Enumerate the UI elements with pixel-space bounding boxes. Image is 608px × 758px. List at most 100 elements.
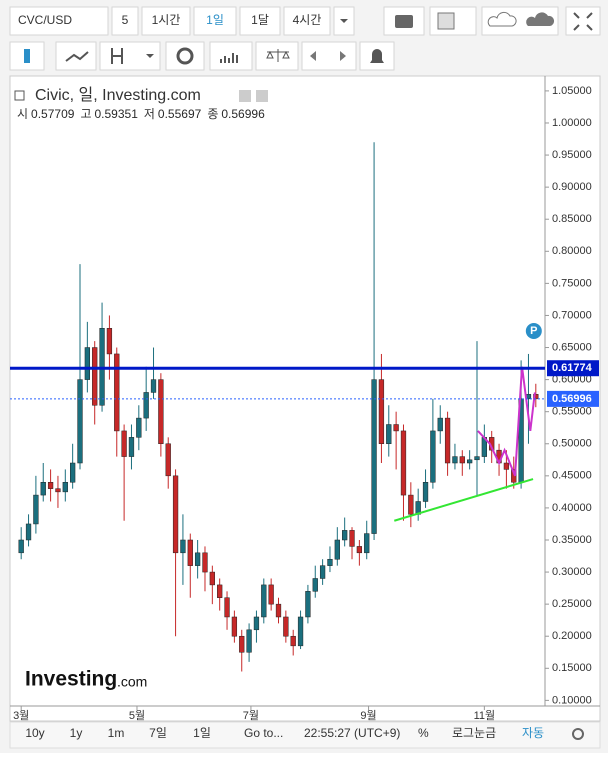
bottom-bar-bg xyxy=(9,721,601,749)
candle-body xyxy=(437,417,443,432)
dropdown-icon xyxy=(146,54,154,58)
volume-button[interactable] xyxy=(209,41,253,71)
interval-button[interactable] xyxy=(239,6,281,36)
candle-body xyxy=(430,430,436,483)
candle-body xyxy=(202,552,208,573)
candle-body xyxy=(290,635,296,647)
ohlc-value: 0.57709 xyxy=(31,107,75,121)
candle-body xyxy=(364,533,370,554)
candle-body xyxy=(194,552,201,566)
cloud-down-icon xyxy=(487,11,517,27)
dropdown-icon xyxy=(340,19,348,23)
collapse-icon[interactable] xyxy=(14,90,25,101)
trend-drawing xyxy=(477,366,536,477)
clock: 22:55:27 (UTC+9) xyxy=(304,726,400,740)
y-tick-label: 0.95000 xyxy=(552,149,592,161)
candle-body xyxy=(444,417,451,464)
candle-body xyxy=(187,539,193,566)
interval-label: 1일 xyxy=(206,13,224,27)
candle-body xyxy=(297,616,304,647)
candle-body xyxy=(84,347,90,380)
candle-body xyxy=(312,578,318,592)
candle-body xyxy=(209,571,215,586)
candle-body xyxy=(165,443,171,477)
candle-body xyxy=(261,584,267,618)
candle-body xyxy=(136,417,142,438)
candle-body xyxy=(452,456,458,464)
candle-body xyxy=(231,616,238,637)
camera-icon xyxy=(395,15,413,28)
plot: 0.10000 0.15000 0.20000 0.25000 0.30000 0.350… xyxy=(10,85,599,722)
ohlc-value: 0.59351 xyxy=(94,107,138,121)
candle-body xyxy=(275,603,282,618)
range-button[interactable]: 1m xyxy=(108,726,125,740)
candle-body xyxy=(121,430,127,457)
candle-body xyxy=(356,546,363,554)
candle-body xyxy=(283,616,289,637)
candle-body xyxy=(511,469,517,483)
candle-body xyxy=(400,430,407,496)
interval-label: 4시간 xyxy=(293,13,322,27)
interval-button[interactable] xyxy=(141,6,191,36)
candle-body xyxy=(503,462,510,470)
candle-body xyxy=(40,482,46,496)
interval-button[interactable] xyxy=(111,6,139,36)
range-button[interactable]: 1y xyxy=(70,726,83,740)
scale-icon xyxy=(266,49,290,62)
ohlc-label: 종 xyxy=(207,107,218,121)
auto-toggle[interactable]: 자동 xyxy=(522,726,544,740)
candle-body xyxy=(467,459,473,464)
ohlc-value: 0.56996 xyxy=(221,107,265,121)
range-button[interactable]: 10y xyxy=(25,726,44,740)
x-tick-label: 11월 xyxy=(474,709,496,722)
symbol-box[interactable] xyxy=(9,6,109,36)
candle-body xyxy=(253,616,260,631)
candle-body xyxy=(459,456,465,464)
chart-frame xyxy=(9,75,601,722)
fullscreen-button[interactable] xyxy=(565,6,601,36)
candle-body xyxy=(327,558,333,566)
y-tick-label: 0.40000 xyxy=(552,502,592,514)
color-icon xyxy=(437,12,455,30)
candle-body xyxy=(106,328,113,355)
ohlc-value: 0.55697 xyxy=(158,107,202,121)
candle-icon xyxy=(24,49,30,63)
candle-body xyxy=(305,591,311,618)
interval-button[interactable] xyxy=(193,6,237,36)
interval-label: 5 xyxy=(122,13,129,27)
settings-button[interactable] xyxy=(165,41,205,71)
y-tick-label: 0.45000 xyxy=(552,470,592,482)
range-button[interactable]: 1일 xyxy=(193,726,211,740)
y-tick-label: 0.70000 xyxy=(552,309,592,321)
y-tick-label: 0.85000 xyxy=(552,213,592,225)
y-tick-label: 0.35000 xyxy=(552,534,592,546)
interval-label: 1달 xyxy=(251,13,269,27)
marker-badge[interactable] xyxy=(525,323,542,339)
y-tick-label: 0.10000 xyxy=(552,694,592,706)
volume-icon xyxy=(220,53,238,63)
gear-icon xyxy=(176,47,194,65)
eye-icon[interactable] xyxy=(239,90,251,102)
draw-icon xyxy=(111,48,123,64)
symbol: CVC/USD xyxy=(18,13,72,27)
range-button[interactable]: 7일 xyxy=(149,726,167,740)
percent-toggle[interactable]: % xyxy=(418,726,429,740)
go-to[interactable]: Go to... xyxy=(244,726,283,740)
candle-body xyxy=(33,494,39,525)
candle-body xyxy=(18,539,24,554)
line-icon xyxy=(65,51,89,62)
price-label-box xyxy=(547,360,599,377)
logo: Investing xyxy=(25,668,117,691)
log-toggle[interactable]: 로그눈금 xyxy=(452,726,496,740)
y-tick-label: 0.60000 xyxy=(552,374,592,386)
toolbar: CVC/USD 5 1시간 1일 1달 4시간 xyxy=(9,6,601,71)
candle-body xyxy=(393,424,399,432)
settings-icon[interactable] xyxy=(572,728,584,740)
x-tick-label: 9월 xyxy=(360,709,376,722)
candle-body xyxy=(319,565,326,579)
y-tick-label: 0.55000 xyxy=(552,406,592,418)
settings-icon[interactable] xyxy=(256,90,268,102)
compare-button[interactable] xyxy=(255,41,299,71)
interval-button[interactable] xyxy=(283,6,331,36)
